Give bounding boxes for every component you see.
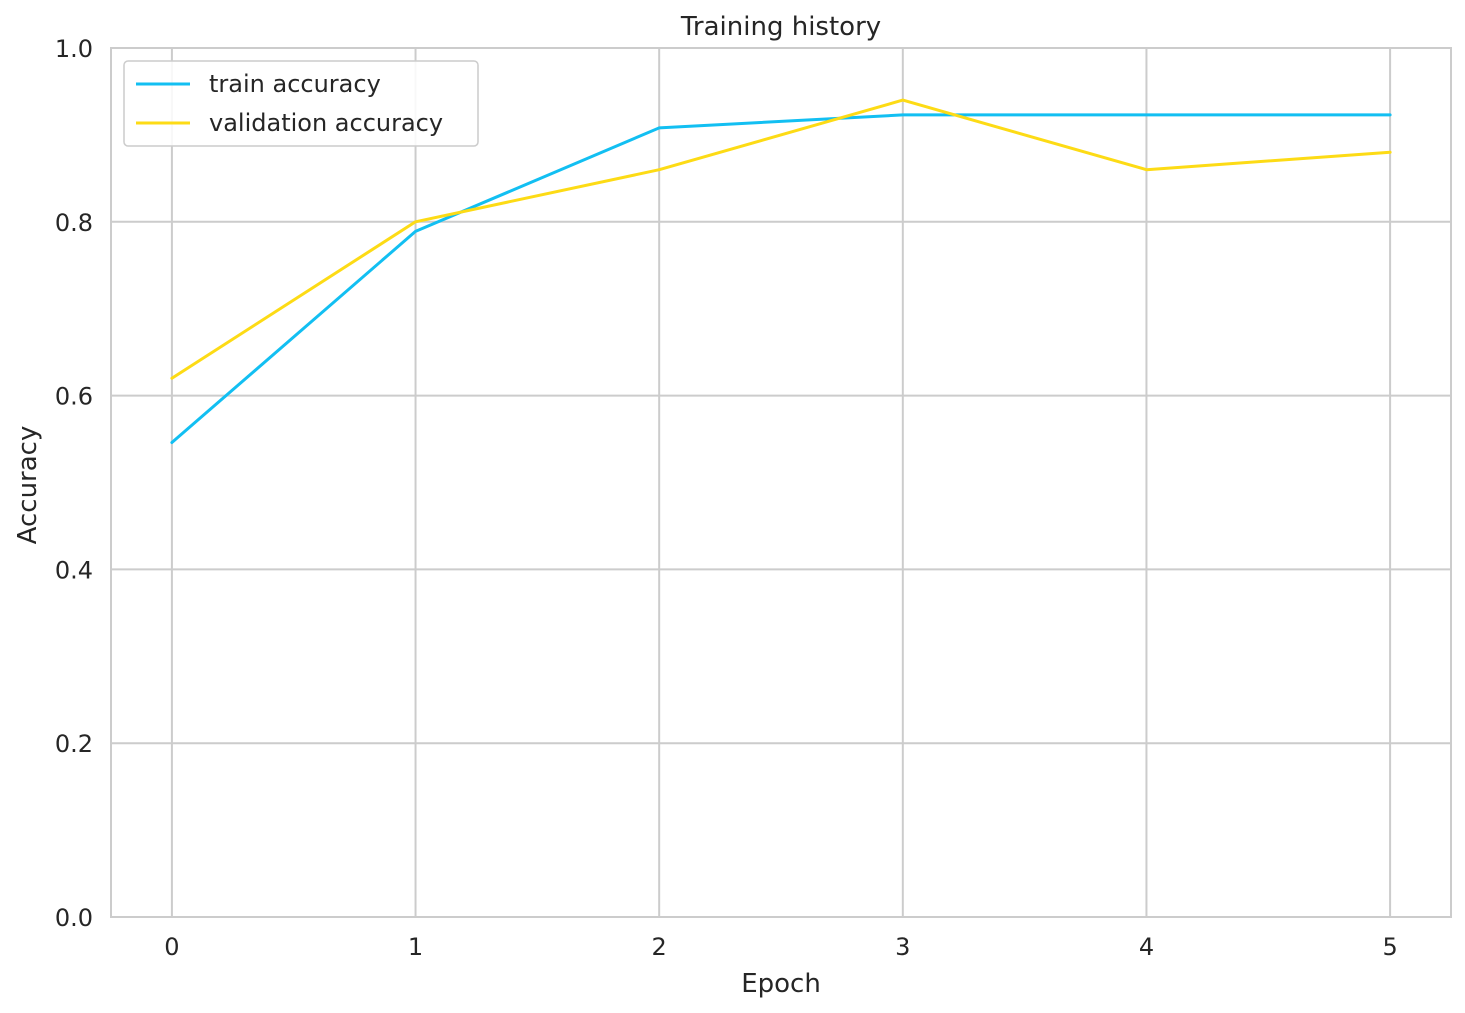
legend-box xyxy=(123,60,479,147)
x-tick-label: 1 xyxy=(408,933,423,961)
y-tick-labels: 0.0 0.2 0.4 0.6 0.8 1.0 xyxy=(55,35,93,932)
series-lines xyxy=(170,98,1392,444)
y-tick-label: 1.0 xyxy=(55,35,93,63)
plot-frame xyxy=(110,47,1452,918)
series-line-validation-accuracy xyxy=(170,98,1392,380)
y-tick-label: 0.0 xyxy=(55,904,93,932)
x-tick-label: 4 xyxy=(1139,933,1154,961)
legend-label: validation accuracy xyxy=(209,109,443,137)
chart-title: Training history xyxy=(680,12,881,42)
legend-label: train accuracy xyxy=(209,70,381,98)
x-tick-label: 5 xyxy=(1382,933,1397,961)
x-axis-title: Epoch xyxy=(741,969,821,999)
y-tick-label: 0.8 xyxy=(55,209,93,237)
x-tick-label: 0 xyxy=(164,933,179,961)
x-tick-label: 2 xyxy=(652,933,667,961)
y-tick-label: 0.4 xyxy=(55,556,93,584)
x-tick-labels: 0 1 2 3 4 5 xyxy=(164,933,1397,961)
y-axis-title: Accuracy xyxy=(13,426,43,545)
y-tick-label: 0.6 xyxy=(55,383,93,411)
legend: train accuracy validation accuracy xyxy=(123,60,479,147)
series-line-train-accuracy xyxy=(170,113,1392,444)
y-tick-label: 0.2 xyxy=(55,730,93,758)
x-tick-label: 3 xyxy=(895,933,910,961)
